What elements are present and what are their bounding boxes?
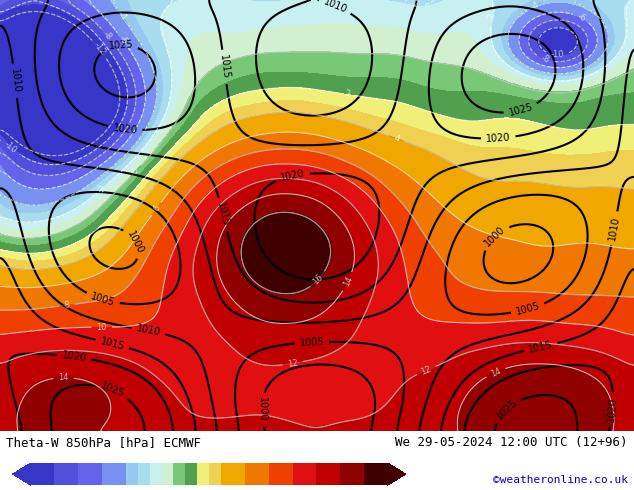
PathPatch shape bbox=[388, 463, 406, 485]
Text: -4: -4 bbox=[529, 0, 541, 12]
Text: ©weatheronline.co.uk: ©weatheronline.co.uk bbox=[493, 475, 628, 485]
Text: 14: 14 bbox=[341, 275, 354, 288]
Text: 1010: 1010 bbox=[136, 323, 162, 338]
Text: 1010: 1010 bbox=[607, 216, 621, 242]
Text: 1000: 1000 bbox=[482, 224, 507, 248]
Text: 1015: 1015 bbox=[215, 201, 231, 228]
Text: 0: 0 bbox=[131, 166, 141, 176]
Text: 12: 12 bbox=[420, 364, 433, 377]
Text: 6: 6 bbox=[152, 204, 162, 214]
Text: We 29-05-2024 12:00 UTC (12+96): We 29-05-2024 12:00 UTC (12+96) bbox=[395, 436, 628, 449]
Text: -6: -6 bbox=[117, 34, 129, 46]
Text: 1015: 1015 bbox=[218, 54, 231, 80]
Text: 1020: 1020 bbox=[605, 397, 618, 422]
Text: 1020: 1020 bbox=[112, 122, 138, 135]
Text: 1005: 1005 bbox=[89, 291, 116, 308]
Text: 1025: 1025 bbox=[494, 397, 519, 422]
Text: -2: -2 bbox=[487, 12, 497, 21]
Text: 8: 8 bbox=[63, 300, 70, 310]
Text: -8: -8 bbox=[101, 29, 113, 42]
Text: -6: -6 bbox=[576, 12, 587, 24]
Text: 1010: 1010 bbox=[322, 0, 348, 16]
Text: 1020: 1020 bbox=[486, 132, 511, 144]
Text: -8: -8 bbox=[540, 54, 550, 65]
Text: 4: 4 bbox=[392, 133, 401, 144]
Text: -2: -2 bbox=[410, 0, 420, 9]
Text: 1000: 1000 bbox=[257, 397, 268, 422]
Text: -4: -4 bbox=[117, 10, 129, 22]
Text: 1025: 1025 bbox=[508, 102, 534, 118]
Text: 14: 14 bbox=[58, 373, 69, 382]
Text: -10: -10 bbox=[551, 50, 564, 60]
Text: 1020: 1020 bbox=[61, 350, 87, 364]
Text: 1005: 1005 bbox=[299, 337, 324, 348]
Text: 1010: 1010 bbox=[9, 68, 22, 94]
Text: -12: -12 bbox=[92, 41, 107, 57]
Text: 16: 16 bbox=[311, 272, 325, 287]
Text: 1015: 1015 bbox=[100, 336, 126, 351]
Text: 14: 14 bbox=[489, 366, 502, 378]
Text: 1025: 1025 bbox=[108, 39, 134, 51]
Text: 1000: 1000 bbox=[126, 229, 146, 255]
Text: 1015: 1015 bbox=[527, 340, 554, 355]
Text: 12: 12 bbox=[287, 358, 299, 368]
Text: -2: -2 bbox=[96, 183, 108, 195]
Text: 1025: 1025 bbox=[99, 381, 126, 399]
Text: 2: 2 bbox=[344, 90, 351, 99]
Text: Theta-W 850hPa [hPa] ECMWF: Theta-W 850hPa [hPa] ECMWF bbox=[6, 436, 202, 449]
Text: 1020: 1020 bbox=[280, 169, 306, 183]
PathPatch shape bbox=[13, 463, 30, 485]
Text: 1005: 1005 bbox=[515, 301, 541, 317]
Text: -10: -10 bbox=[3, 139, 18, 154]
Text: 10: 10 bbox=[96, 322, 107, 332]
